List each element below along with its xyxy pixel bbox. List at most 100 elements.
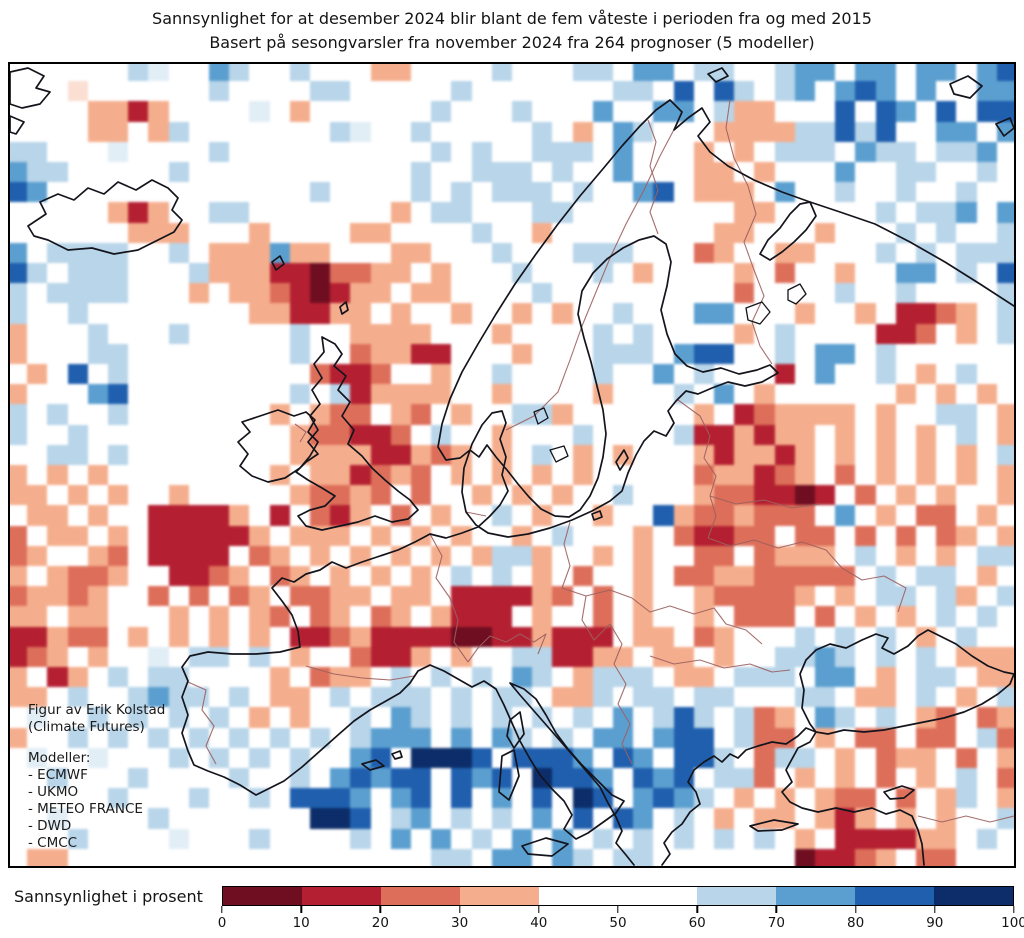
grid-cell [794, 525, 815, 546]
grid-cell [774, 788, 795, 809]
grid-cell [936, 384, 957, 405]
grid-cell [330, 182, 351, 203]
grid-cell [310, 384, 331, 405]
grid-cell [936, 162, 957, 183]
grid-cell [653, 545, 674, 566]
grid-cell [350, 768, 371, 789]
grid-cell [956, 848, 977, 866]
grid-cell [976, 343, 997, 364]
grid-cell [10, 525, 28, 546]
grid-cell [471, 465, 492, 486]
grid-cell [613, 747, 634, 768]
grid-cell [916, 283, 937, 304]
figure-subtitle: Basert på sesongvarsler fra november 202… [209, 33, 815, 52]
grid-cell [310, 788, 331, 809]
grid-cell [774, 566, 795, 587]
grid-cell [67, 242, 88, 263]
grid-cell [532, 545, 553, 566]
grid-cell [552, 182, 573, 203]
grid-cell [229, 485, 250, 506]
grid-cell [855, 283, 876, 304]
grid-cell [754, 242, 775, 263]
grid-cell [330, 768, 351, 789]
grid-cell [168, 162, 189, 183]
grid-cell [794, 667, 815, 688]
grid-cell [653, 444, 674, 465]
grid-cell [875, 364, 896, 385]
grid-cell [471, 384, 492, 405]
grid-cell [67, 848, 88, 866]
grid-cell [552, 667, 573, 688]
grid-cell [532, 242, 553, 263]
grid-cell [653, 667, 674, 688]
grid-cell [10, 646, 28, 667]
grid-cell [471, 81, 492, 102]
grid-cell [188, 768, 209, 789]
grid-cell [633, 263, 654, 284]
grid-cell [128, 848, 149, 866]
grid-cell [229, 303, 250, 324]
grid-cell [390, 444, 411, 465]
grid-cell [714, 768, 735, 789]
grid-cell [673, 828, 694, 849]
grid-cell [67, 465, 88, 486]
grid-cell [47, 384, 68, 405]
grid-cell [754, 384, 775, 405]
grid-cell [411, 667, 432, 688]
grid-cell [956, 505, 977, 526]
grid-cell [249, 121, 270, 142]
grid-cell [512, 242, 533, 263]
grid-cell [390, 828, 411, 849]
grid-cell [370, 646, 391, 667]
grid-cell [370, 566, 391, 587]
grid-cell [128, 505, 149, 526]
grid-cell [289, 485, 310, 506]
grid-cell [128, 646, 149, 667]
grid-cell [330, 848, 351, 866]
grid-cell [956, 404, 977, 425]
grid-cell [996, 646, 1014, 667]
grid-cell [390, 242, 411, 263]
grid-cell [350, 101, 371, 122]
grid-cell [734, 283, 755, 304]
grid-cell [269, 121, 290, 142]
grid-cell [87, 545, 108, 566]
grid-cell [27, 505, 48, 526]
grid-cell [976, 687, 997, 708]
grid-cell [10, 848, 28, 866]
grid-cell [128, 707, 149, 728]
grid-cell [10, 222, 28, 243]
grid-cell [289, 545, 310, 566]
grid-cell [209, 444, 230, 465]
grid-cell [310, 465, 331, 486]
grid-cell [128, 525, 149, 546]
grid-cell [330, 303, 351, 324]
grid-cell [916, 121, 937, 142]
grid-cell [653, 222, 674, 243]
grid-cell [936, 828, 957, 849]
grid-cell [330, 242, 351, 263]
grid-cell [673, 343, 694, 364]
grid-cell [310, 263, 331, 284]
grid-cell [734, 424, 755, 445]
grid-cell [108, 485, 129, 506]
grid-cell [289, 788, 310, 809]
grid-cell [128, 727, 149, 748]
grid-cell [895, 64, 916, 82]
grid-cell [633, 424, 654, 445]
grid-cell [552, 545, 573, 566]
grid-cell [491, 121, 512, 142]
grid-cell [936, 505, 957, 526]
grid-cell [168, 606, 189, 627]
grid-cell [289, 182, 310, 203]
grid-cell [47, 404, 68, 425]
grid-cell [350, 848, 371, 866]
grid-cell [269, 283, 290, 304]
grid-cell [754, 101, 775, 122]
grid-cell [613, 404, 634, 425]
grid-cell [936, 222, 957, 243]
grid-cell [633, 808, 654, 829]
grid-cell [572, 64, 593, 82]
grid-cell [27, 646, 48, 667]
grid-cell [673, 303, 694, 324]
